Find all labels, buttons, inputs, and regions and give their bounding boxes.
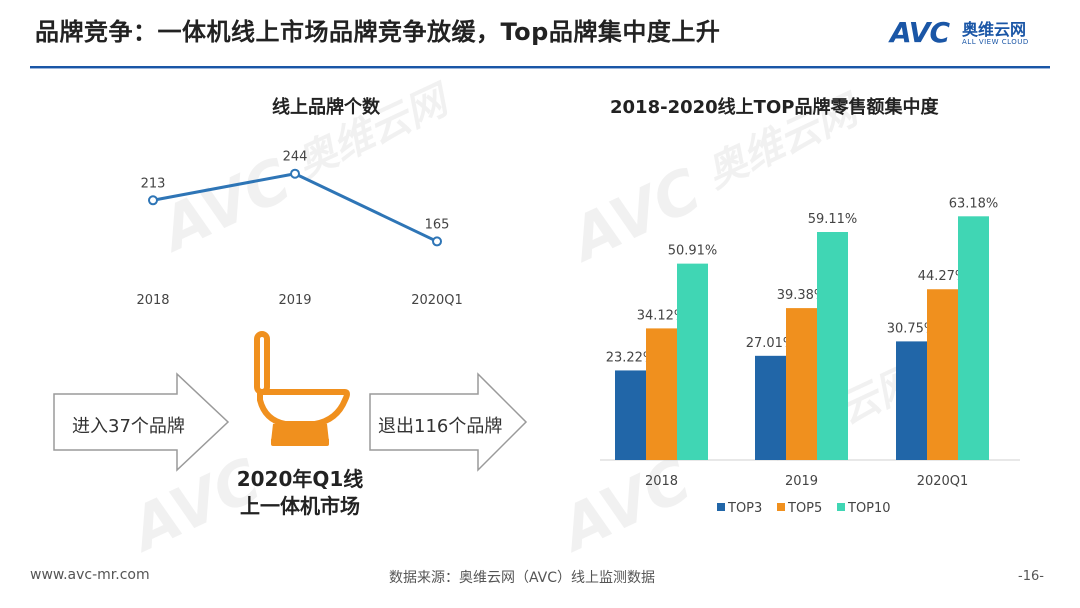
logo-name-cn: 奥维云网 (962, 20, 1027, 39)
bar-data-label: 23.22% (606, 350, 656, 365)
bar (646, 328, 677, 460)
x-tick-label: 2018 (136, 293, 169, 308)
bar (786, 308, 817, 460)
bar (958, 216, 989, 460)
bar-data-label: 50.91% (668, 244, 718, 259)
enter-arrow (53, 372, 230, 472)
exit-brands-label: 退出116个品牌 (378, 416, 503, 437)
line-point (290, 168, 300, 179)
line-data-label: 165 (425, 217, 450, 232)
toilet-caption-line2: 上一体机市场 (240, 494, 360, 518)
bar-chart-title: 2018-2020线上TOP品牌零售额集中度 (610, 97, 939, 118)
bar-data-label: 63.18% (949, 196, 999, 211)
bar (615, 370, 646, 460)
enter-brands-label: 进入37个品牌 (72, 416, 185, 437)
line-chart: 213 2018 244 2019 165 2020Q1 (136, 150, 463, 308)
x-tick-label: 2020Q1 (917, 474, 969, 489)
x-tick-label: 2019 (785, 474, 818, 489)
brand-logo: AVC 奥维云网 ALL VIEW CLOUD (890, 16, 1060, 56)
bar (755, 355, 786, 460)
line-data-label: 244 (283, 150, 308, 165)
toilet-caption-line1: 2020年Q1线 (236, 467, 364, 491)
bar-data-label: 30.75% (887, 321, 937, 336)
logo-mark: AVC (890, 16, 950, 49)
bar-data-label: 39.38% (777, 288, 827, 303)
bar-data-label: 34.12% (637, 308, 687, 323)
bar (677, 263, 708, 460)
x-tick-label: 2019 (278, 293, 311, 308)
bar-data-label: 44.27% (918, 269, 968, 284)
x-tick-label: 2020Q1 (411, 293, 463, 308)
footer-source: 数据来源：奥维云网（AVC）线上监测数据 (389, 570, 656, 586)
legend-swatch (837, 503, 845, 511)
line-point (432, 236, 442, 247)
line-point (148, 195, 158, 206)
page-number: -16- (1018, 569, 1044, 584)
bar-data-label: 59.11% (808, 212, 858, 227)
page-title: 品牌竞争：一体机线上市场品牌竞争放缓，Top品牌集中度上升 (35, 18, 721, 46)
legend-swatch (777, 503, 785, 511)
header-divider (30, 66, 1050, 68)
header-divider-thin (30, 68, 1050, 69)
bar-data-label: 27.01% (746, 336, 796, 351)
bar (927, 289, 958, 460)
legend-label: TOP5 (787, 501, 822, 516)
bar (817, 232, 848, 460)
legend-label: TOP10 (847, 501, 891, 516)
x-tick-label: 2018 (645, 474, 678, 489)
toilet-caption: 2020年Q1线 上一体机市场 (210, 466, 390, 520)
bar (896, 341, 927, 460)
line-series (152, 172, 438, 243)
line-chart-title: 线上品牌个数 (272, 97, 380, 118)
toilet-icon (254, 331, 350, 446)
exit-arrow (369, 372, 528, 472)
legend-swatch (717, 503, 725, 511)
logo-name-en: ALL VIEW CLOUD (962, 38, 1029, 46)
legend-label: TOP3 (727, 501, 762, 516)
line-data-label: 213 (141, 176, 166, 191)
footer-website: www.avc-mr.com (30, 567, 150, 583)
bar-chart: 23.22% 34.12% 50.91% 2018 27.01% 39.38% 59.11%… (600, 196, 1020, 516)
